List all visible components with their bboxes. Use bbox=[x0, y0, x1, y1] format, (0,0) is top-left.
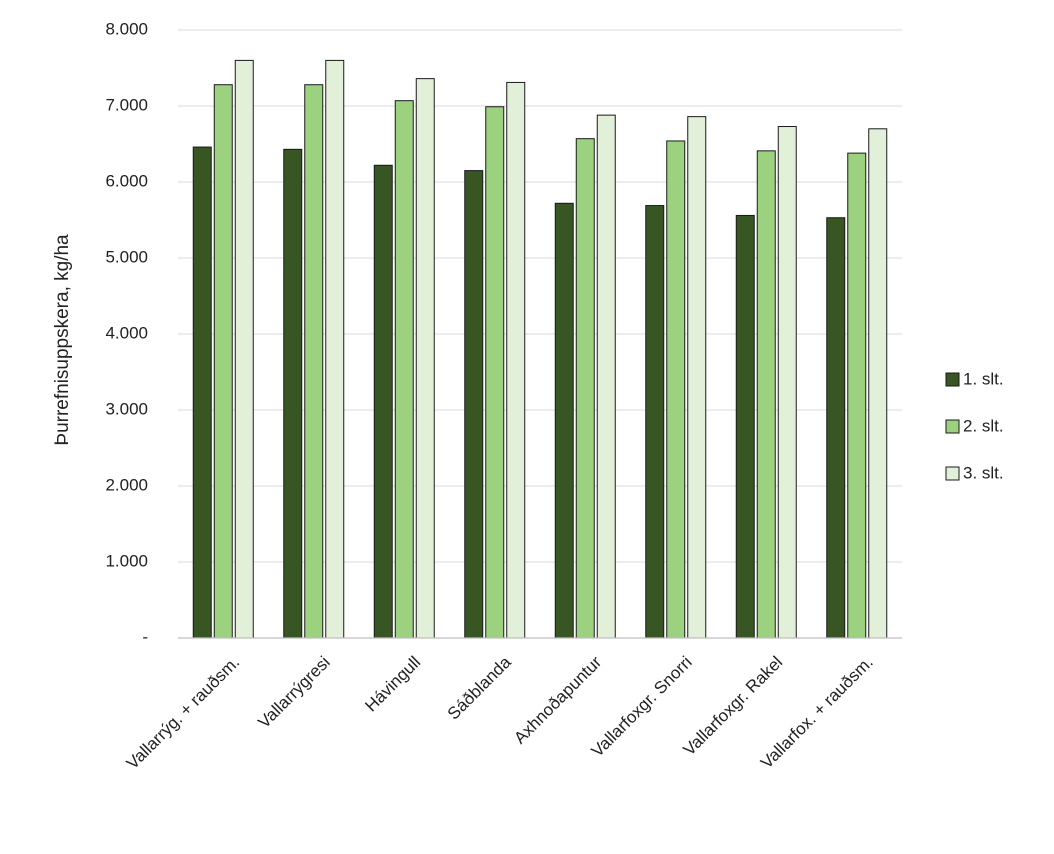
bar-series-1 bbox=[554, 202, 574, 639]
y-tick-label: 1.000 bbox=[105, 551, 148, 570]
bar-series-1 bbox=[826, 217, 846, 639]
bars bbox=[192, 59, 888, 639]
bar-series-1 bbox=[645, 205, 665, 639]
bar-series-3 bbox=[234, 59, 254, 639]
bar-series-3 bbox=[415, 78, 435, 639]
bar-series-3 bbox=[868, 128, 888, 639]
bar-series-2 bbox=[847, 152, 867, 639]
x-tick-label: Vallarrýg. + rauðsm. bbox=[123, 653, 243, 773]
x-tick-label: Hávingull bbox=[361, 653, 424, 716]
legend-swatch bbox=[945, 372, 960, 387]
legend-label: 2. slt. bbox=[963, 416, 1004, 435]
x-tick-label: Axhnoðapuntur bbox=[510, 652, 605, 747]
x-tick-label: Sáðblanda bbox=[444, 652, 515, 723]
legend-swatch bbox=[945, 419, 960, 434]
bar-series-3 bbox=[506, 81, 526, 639]
legend-label: 3. slt. bbox=[963, 463, 1004, 482]
bar-series-3 bbox=[596, 114, 616, 639]
bar-series-1 bbox=[735, 214, 755, 639]
bar-series-2 bbox=[666, 140, 686, 639]
x-tick-label: Vallarfoxgr. Rakel bbox=[679, 653, 786, 760]
y-tick-label: 3.000 bbox=[105, 399, 148, 418]
y-tick-label: 7.000 bbox=[105, 95, 148, 114]
legend: 1. slt. 2. slt. 3. slt. bbox=[945, 369, 1004, 482]
bar-series-2 bbox=[485, 106, 505, 639]
y-tick-label: 2.000 bbox=[105, 475, 148, 494]
bar-series-1 bbox=[373, 164, 393, 639]
y-axis-title: Þurrefnisuppskera, kg/ha bbox=[52, 234, 73, 446]
bar-series-2 bbox=[756, 150, 776, 639]
y-tick-label: 5.000 bbox=[105, 247, 148, 266]
bar-series-1 bbox=[464, 170, 484, 639]
y-tick-label: 6.000 bbox=[105, 171, 148, 190]
bar-series-3 bbox=[325, 59, 345, 639]
y-tick-label: 4.000 bbox=[105, 323, 148, 342]
x-tick-label: Vallarfoxgr. Snorri bbox=[588, 653, 696, 761]
bar-series-1 bbox=[192, 146, 212, 639]
y-tick-label: - bbox=[142, 627, 148, 646]
x-tick-label: Vallarrýgresi bbox=[254, 653, 333, 732]
bar-series-3 bbox=[777, 126, 797, 639]
bar-series-1 bbox=[283, 148, 303, 639]
bar-series-2 bbox=[304, 84, 324, 639]
y-tick-label: 8.000 bbox=[105, 19, 148, 38]
bar-series-2 bbox=[213, 84, 233, 639]
bar-series-2 bbox=[394, 100, 414, 639]
bar-series-2 bbox=[575, 138, 595, 639]
legend-label: 1. slt. bbox=[963, 369, 1004, 388]
legend-swatch bbox=[945, 466, 960, 481]
bar-series-3 bbox=[687, 116, 707, 639]
